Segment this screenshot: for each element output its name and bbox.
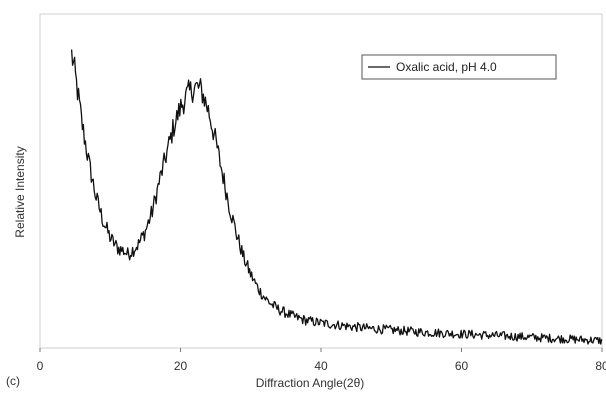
x-tick-label: 60 [455, 359, 469, 373]
x-axis-ticks: 0 20 40 60 80 [37, 348, 606, 373]
x-tick-label: 0 [37, 359, 44, 373]
legend-label: Oxalic acid, pH 4.0 [396, 60, 497, 74]
x-axis-label: Diffraction Angle(2θ) [256, 376, 365, 390]
series-line-oxalic-acid [70, 49, 603, 345]
x-tick-label: 40 [314, 359, 328, 373]
y-axis-label: Relative Intensity [13, 146, 27, 237]
legend-box [361, 54, 557, 80]
legend: Oxalic acid, pH 4.0 [361, 54, 557, 80]
x-tick-label: 80 [595, 359, 606, 373]
x-tick-label: 20 [174, 359, 188, 373]
panel-label: (c) [6, 374, 20, 388]
